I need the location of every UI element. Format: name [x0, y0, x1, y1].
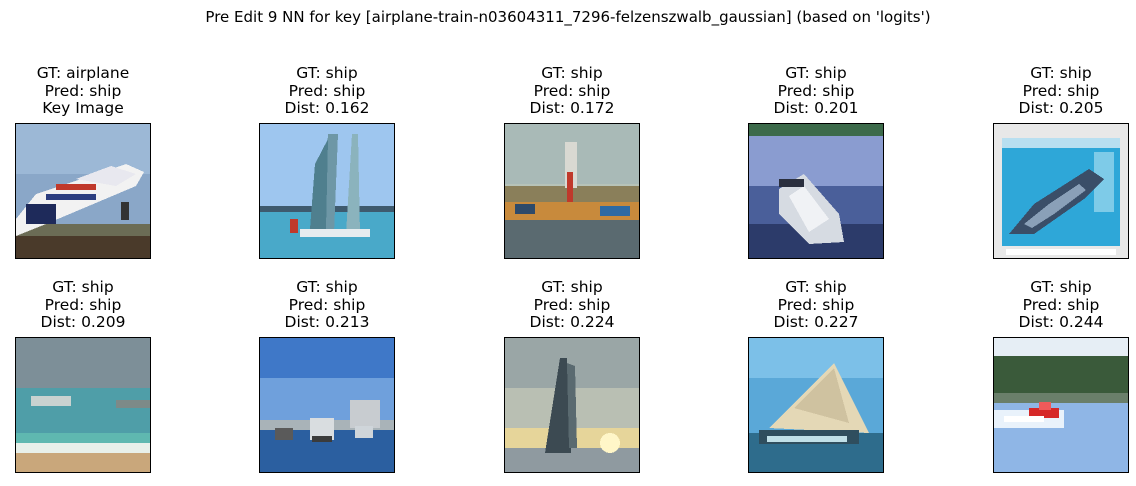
- distance-label: Dist: 0.209: [40, 313, 126, 331]
- thumbnail-image: [504, 123, 640, 259]
- ground-truth-label: GT: ship: [1030, 64, 1092, 82]
- thumbnail-image: [748, 337, 884, 473]
- panel-caption: GT: ship Pred: ship Dist: 0.227: [708, 278, 924, 332]
- panel-caption: GT: ship Pred: ship Dist: 0.172: [464, 64, 680, 118]
- thumbnail-image: [993, 123, 1129, 259]
- panel-caption: GT: ship Pred: ship Dist: 0.244: [953, 278, 1136, 332]
- ground-truth-label: GT: ship: [541, 64, 603, 82]
- thumbnail-image: [504, 337, 640, 473]
- ground-truth-label: GT: ship: [785, 64, 847, 82]
- panel-caption: GT: ship Pred: ship Dist: 0.224: [464, 278, 680, 332]
- ground-truth-label: GT: ship: [541, 278, 603, 296]
- panel-caption: GT: ship Pred: ship Dist: 0.209: [0, 278, 191, 332]
- panel-caption: GT: ship Pred: ship Dist: 0.162: [219, 64, 435, 118]
- ground-truth-label: GT: ship: [52, 278, 114, 296]
- distance-label: Dist: 0.227: [773, 313, 859, 331]
- prediction-label: Pred: ship: [533, 295, 611, 314]
- distance-label: Key Image: [42, 99, 124, 117]
- prediction-label: Pred: ship: [777, 295, 855, 314]
- ground-truth-label: GT: ship: [296, 278, 358, 296]
- distance-label: Dist: 0.162: [284, 99, 370, 117]
- prediction-label: Pred: ship: [777, 81, 855, 100]
- distance-label: Dist: 0.244: [1018, 313, 1104, 331]
- prediction-label: Pred: ship: [1022, 295, 1100, 314]
- prediction-label: Pred: ship: [1022, 81, 1100, 100]
- thumbnail-image: [259, 337, 395, 473]
- thumbnail-image: [15, 337, 151, 473]
- distance-label: Dist: 0.224: [529, 313, 615, 331]
- panel-caption: GT: ship Pred: ship Dist: 0.213: [219, 278, 435, 332]
- figure-title: Pre Edit 9 NN for key [airplane-train-n0…: [205, 8, 931, 26]
- thumbnail-image: [259, 123, 395, 259]
- ground-truth-label: GT: ship: [296, 64, 358, 82]
- thumbnail-image: [748, 123, 884, 259]
- prediction-label: Pred: ship: [44, 295, 122, 314]
- thumbnail-image: [15, 123, 151, 259]
- thumbnail-image: [993, 337, 1129, 473]
- prediction-label: Pred: ship: [533, 81, 611, 100]
- ground-truth-label: GT: airplane: [36, 64, 130, 82]
- prediction-label: Pred: ship: [288, 295, 366, 314]
- distance-label: Dist: 0.201: [773, 99, 859, 117]
- panel-caption: GT: ship Pred: ship Dist: 0.201: [708, 64, 924, 118]
- distance-label: Dist: 0.205: [1018, 99, 1104, 117]
- ground-truth-label: GT: ship: [1030, 278, 1092, 296]
- panel-caption: GT: ship Pred: ship Dist: 0.205: [953, 64, 1136, 118]
- distance-label: Dist: 0.172: [529, 99, 615, 117]
- prediction-label: Pred: ship: [44, 81, 122, 100]
- distance-label: Dist: 0.213: [284, 313, 370, 331]
- prediction-label: Pred: ship: [288, 81, 366, 100]
- ground-truth-label: GT: ship: [785, 278, 847, 296]
- panel-caption: GT: airplane Pred: ship Key Image: [0, 64, 191, 118]
